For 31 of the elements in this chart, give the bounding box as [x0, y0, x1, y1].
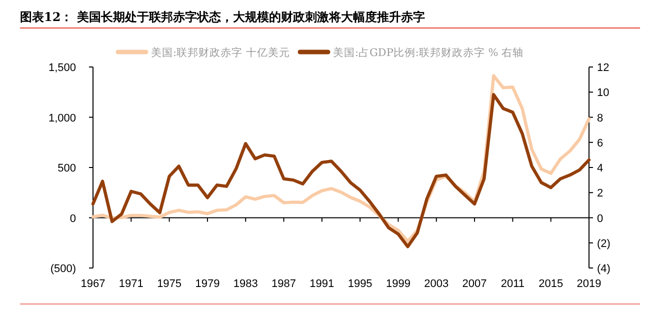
x-tick-label: 1967	[80, 278, 106, 290]
y2-tick-label: 0	[597, 212, 604, 225]
y-tick-label: (500)	[50, 263, 76, 275]
x-tick-label: 1999	[386, 278, 410, 290]
y2-tick-label: 2	[597, 188, 604, 200]
x-tick-label: 2007	[462, 278, 487, 290]
x-tick-label: 1971	[118, 278, 144, 290]
x-tick-label: 2019	[576, 278, 602, 290]
x-tick-label: 1995	[348, 278, 372, 290]
y2-tick-label: 8	[597, 112, 604, 124]
legend-label: 美国:占GDP比例:联邦财政赤字 % 右轴	[333, 46, 524, 59]
y2-tick-label: (4)	[597, 263, 610, 275]
chart-title: 图表12： 美国长期处于联邦赤字状态，大规模的财政刺激将大幅度推升赤字	[20, 10, 425, 24]
y2-tick-label: 10	[597, 87, 610, 100]
y2-tick-label: 4	[597, 162, 604, 174]
x-tick-label: 2015	[538, 278, 564, 290]
y2-tick-label: 12	[597, 62, 610, 74]
y-tick-label: 1,500	[48, 62, 76, 74]
y2-tick-label: 6	[597, 137, 604, 150]
x-tick-label: 1979	[195, 278, 220, 290]
x-tick-label: 2003	[424, 278, 449, 290]
x-tick-label: 2011	[500, 278, 525, 290]
x-tick-label: 1975	[157, 278, 182, 290]
y2-tick-label: (2)	[597, 238, 610, 250]
x-tick-label: 1987	[272, 278, 296, 290]
x-tick-label: 1983	[233, 278, 258, 290]
y-tick-label: 0	[70, 212, 76, 225]
y-tick-label: 1,000	[48, 112, 76, 124]
x-tick-label: 1991	[310, 278, 334, 290]
y-tick-label: 500	[58, 162, 76, 174]
legend-label: 美国:联邦财政赤字 十亿美元	[151, 46, 290, 59]
